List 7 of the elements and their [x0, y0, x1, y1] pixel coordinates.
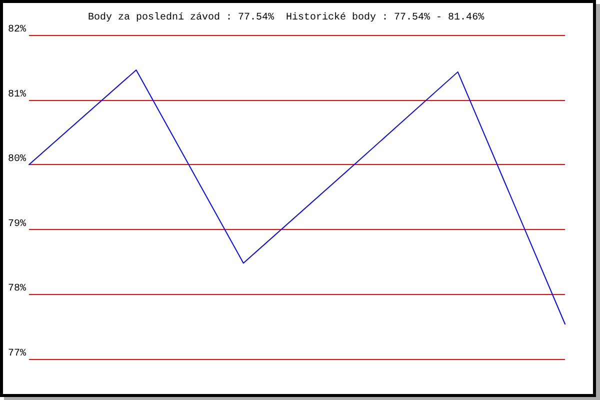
- y-tick-label: 80%: [8, 154, 26, 166]
- y-tick-label: 77%: [8, 348, 26, 360]
- y-tick-label: 82%: [8, 24, 26, 36]
- chart-title: Body za poslední závod : 77.54% Historické body : 77.54% - 81.46%: [88, 12, 484, 24]
- y-tick-label: 78%: [8, 284, 26, 295]
- y-tick-label: 79%: [8, 218, 26, 230]
- y-tick-label: 81%: [8, 89, 26, 100]
